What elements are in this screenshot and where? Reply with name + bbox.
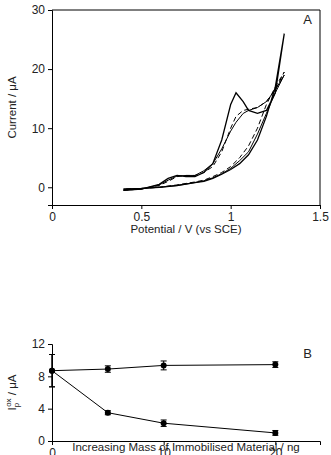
marker <box>105 366 111 372</box>
axis-line <box>48 11 53 206</box>
tick: 20 <box>32 62 52 76</box>
tick-mark <box>48 344 52 345</box>
tick-label: 0 <box>38 434 45 448</box>
frame <box>52 10 320 11</box>
tick: 30 <box>32 3 52 17</box>
x-axis: 01020 <box>49 441 320 455</box>
tick-label: 30 <box>32 3 46 17</box>
series-line <box>123 72 284 190</box>
marker <box>272 362 278 368</box>
marker <box>272 430 278 436</box>
plot-area <box>123 34 284 191</box>
y-axis-title-part: ox <box>4 398 13 406</box>
y-axis-title-part: p <box>12 402 21 407</box>
tick: 0.5 <box>133 205 150 224</box>
tick-label: 1.5 <box>312 210 329 224</box>
error-bar <box>105 366 111 372</box>
error-bar <box>49 355 55 387</box>
error-bar <box>105 411 111 415</box>
tick: 12 <box>32 337 52 351</box>
tick: 0 <box>49 205 56 224</box>
tick-label: 0 <box>38 181 45 195</box>
error-bar <box>49 355 55 387</box>
tick-label: 10 <box>32 122 46 136</box>
tick-mark <box>48 128 52 129</box>
y-axis-title: Ipox / μA <box>4 374 21 410</box>
y-axis: 0 4 8 12 <box>32 337 53 448</box>
tick-label: 0 <box>49 210 56 224</box>
tick-mark <box>48 69 52 70</box>
series-line <box>123 34 284 191</box>
error-cap <box>161 369 167 370</box>
tick-mark <box>231 205 232 209</box>
tick: 1.5 <box>312 205 329 224</box>
error-cap <box>49 354 55 355</box>
tick-label: 20 <box>32 62 46 76</box>
y-axis-title-part: / μA <box>6 374 18 398</box>
error-bar <box>161 420 167 426</box>
tick: 0 <box>38 181 52 195</box>
frame <box>320 10 321 205</box>
tick: 10 <box>32 122 52 136</box>
y-axis: 0 10 20 30 <box>32 3 53 205</box>
tick-label: 8 <box>38 370 45 384</box>
panel: 0102004812Increasing Mass of Immobilised… <box>4 337 321 455</box>
tick-mark <box>48 409 52 410</box>
tick-label: 0 <box>49 446 56 455</box>
tick-mark <box>320 205 321 209</box>
x-axis-title: Increasing Mass of Immobilised Material … <box>72 441 300 453</box>
x-axis: 0 0.5 1 1.5 <box>49 205 329 224</box>
error-cap <box>49 386 55 387</box>
marker <box>49 368 55 374</box>
tick-mark <box>48 441 52 442</box>
tick-mark <box>48 187 52 188</box>
tick: 0 <box>38 434 52 448</box>
error-bar <box>161 361 167 370</box>
tick-label: 1 <box>228 210 235 224</box>
tick-label: 4 <box>38 402 45 416</box>
series-line <box>123 75 284 190</box>
axis-line <box>48 345 53 442</box>
marker <box>49 368 55 374</box>
error-bar <box>272 362 278 368</box>
tick-mark <box>141 205 142 209</box>
error-cap <box>49 354 55 355</box>
error-cap <box>161 360 167 361</box>
tick-label: 12 <box>32 337 46 351</box>
tick: 1 <box>228 205 235 224</box>
tick-mark <box>48 376 52 377</box>
panel-label: B <box>303 346 312 361</box>
marker <box>161 362 167 368</box>
marker <box>161 420 167 426</box>
series-line <box>52 371 275 433</box>
marker <box>105 410 111 416</box>
tick: 0 <box>49 441 56 455</box>
plot-area <box>49 355 278 436</box>
error-cap <box>49 386 55 387</box>
panel: 0 0.5 1 1.5 0 10 20 30 Potential / V (vs SCE) Cur… <box>6 3 329 235</box>
axis-line <box>53 206 321 210</box>
figure: 00.511.50102030Potential / V (vs SCE)Cur… <box>0 0 331 455</box>
tick: 4 <box>38 402 52 416</box>
error-bar <box>272 430 278 435</box>
y-axis-title: Current / μA <box>6 76 18 139</box>
x-axis-title: Potential / V (vs SCE) <box>130 223 241 235</box>
tick-mark <box>48 10 52 11</box>
tick-label: 0.5 <box>133 210 150 224</box>
panel-label: A <box>303 12 312 27</box>
